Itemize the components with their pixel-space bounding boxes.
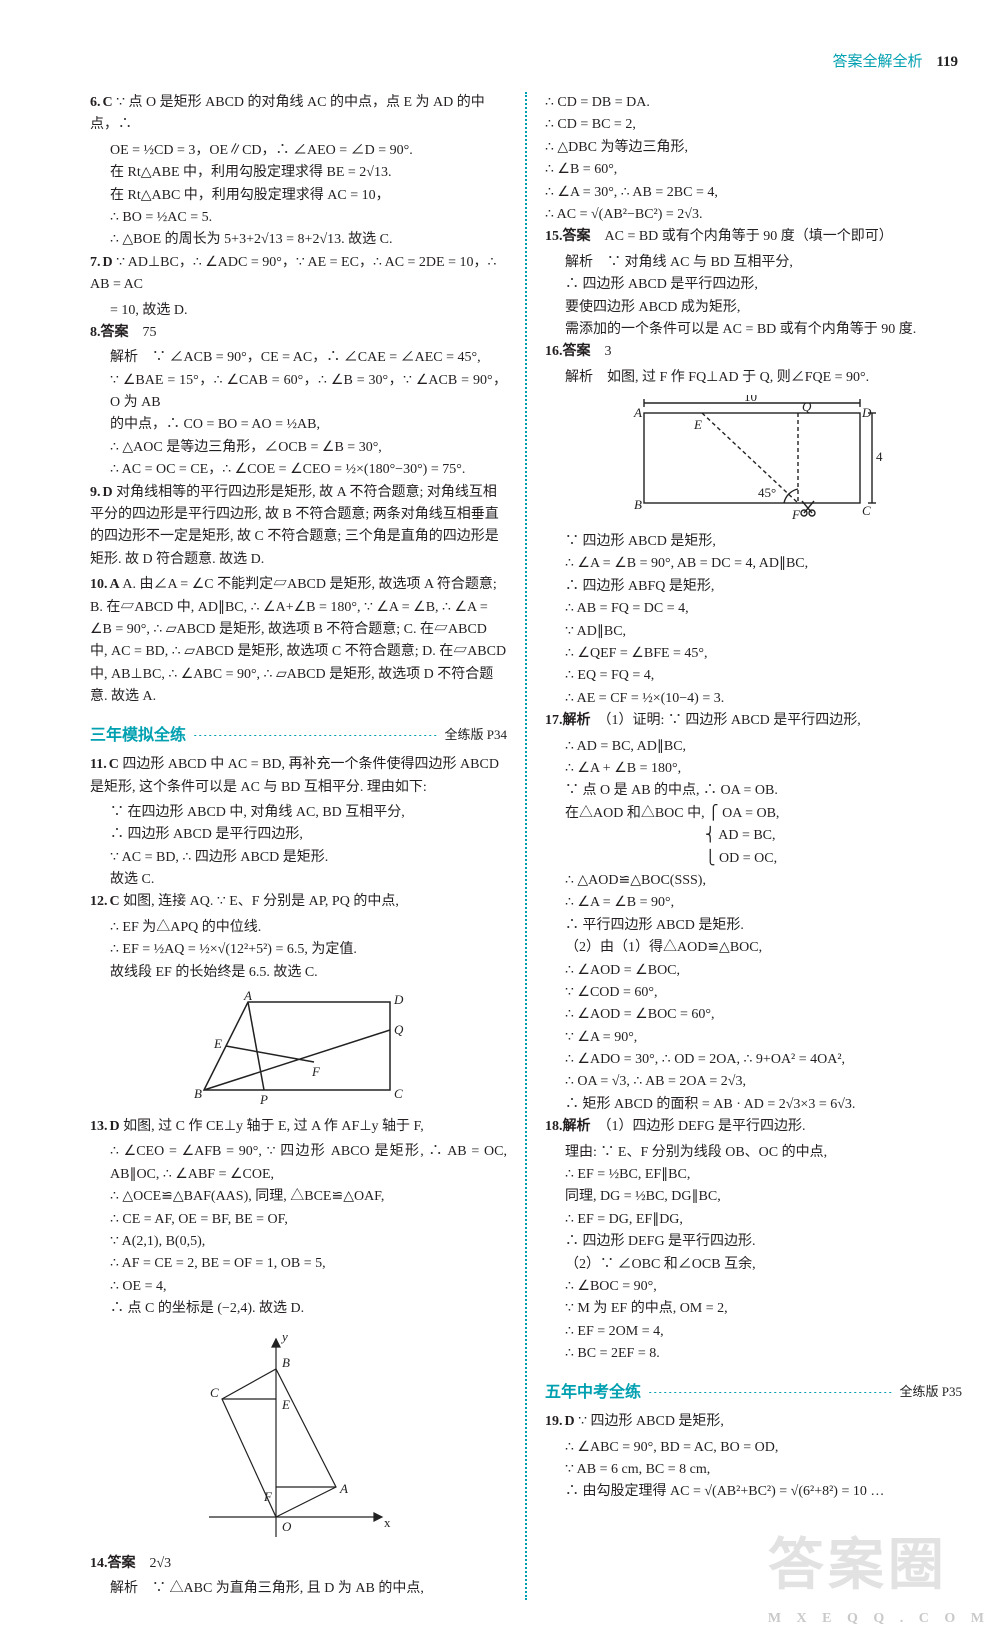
svg-text:B: B (194, 1086, 202, 1101)
section-threeyear: 三年模拟全练 全练版 P34 (90, 723, 507, 749)
svg-text:y: y (280, 1329, 288, 1344)
svg-text:Q: Q (394, 1022, 404, 1037)
svg-text:4: 4 (876, 449, 883, 464)
svg-text:A: A (243, 990, 252, 1003)
left-column: 6.C ∵ 点 O 是矩形 ABCD 的对角线 AC 的中点，点 E 为 AD … (90, 92, 525, 1600)
svg-text:F: F (791, 507, 801, 522)
svg-text:E: E (693, 417, 702, 432)
dotted-leader (192, 735, 439, 736)
q7: 7.D ∵ AD⊥BC，∴ ∠ADC = 90°，∵ AE = EC，∴ AC … (90, 252, 507, 297)
figure-q12: A D B C P Q E F (194, 990, 404, 1110)
svg-text:C: C (394, 1086, 403, 1101)
svg-text:E: E (213, 1036, 222, 1051)
right-column: ∴ CD = DB = DA. ∴ CD = BC = 2, ∴ △DBC 为等… (527, 92, 962, 1600)
svg-text:P: P (259, 1092, 268, 1107)
svg-text:10: 10 (744, 395, 757, 404)
q9: 9.D 对角线相等的平行四边形是矩形, 故 A 不符合题意; 对角线互相平分的四… (90, 482, 507, 572)
q11: 11.C 四边形 ABCD 中 AC = BD, 再补充一个条件使得四边形 AB… (90, 754, 507, 799)
figure-q16: A D B C E Q F 10 4 45° (624, 395, 884, 525)
q10: 10.A A. 由∠A = ∠C 不能判定▱ABCD 是矩形, 故选项 A 符合… (90, 574, 507, 708)
svg-text:F: F (263, 1489, 273, 1504)
svg-text:D: D (861, 405, 872, 420)
svg-text:O: O (282, 1519, 292, 1534)
svg-text:C: C (862, 503, 871, 518)
svg-text:45°: 45° (758, 485, 776, 500)
q12: 12.C 如图, 连接 AQ. ∵ E、F 分别是 AP, PQ 的中点, (90, 891, 507, 913)
q14: 14.答案 2√3 (90, 1553, 507, 1575)
q13: 13.D 如图, 过 C 作 CE⊥y 轴于 E, 过 A 作 AF⊥y 轴于 … (90, 1116, 507, 1138)
q19: 19.D ∵ 四边形 ABCD 是矩形, (545, 1411, 962, 1433)
dotted-leader (647, 1392, 894, 1393)
q6: 6.C ∵ 点 O 是矩形 ABCD 的对角线 AC 的中点，点 E 为 AD … (90, 92, 507, 137)
svg-text:D: D (393, 992, 404, 1007)
svg-text:A: A (633, 405, 642, 420)
svg-text:C: C (210, 1385, 219, 1400)
svg-text:x: x (384, 1515, 391, 1530)
q16: 16.答案 3 (545, 341, 962, 363)
header-title: 答案全解全析 (833, 54, 923, 70)
q17: 17.解析 （1）证明: ∵ 四边形 ABCD 是平行四边形, (545, 710, 962, 732)
svg-text:E: E (281, 1397, 290, 1412)
svg-text:F: F (311, 1064, 321, 1079)
svg-text:A: A (339, 1481, 348, 1496)
q8: 8.答案 75 (90, 322, 507, 344)
figure-q13: O x y A B C E F (204, 1327, 394, 1547)
svg-text:Q: Q (802, 399, 812, 414)
svg-text:B: B (282, 1355, 290, 1370)
page-number: 119 (936, 54, 958, 70)
section-fiveyear: 五年中考全练 全练版 P35 (545, 1380, 962, 1406)
page-header: 答案全解全析 119 (90, 50, 962, 74)
svg-text:B: B (634, 497, 642, 512)
q15: 15.答案 AC = BD 或有个内角等于 90 度（填一个即可） (545, 226, 962, 248)
q18: 18.解析 （1）四边形 DEFG 是平行四边形. (545, 1116, 962, 1138)
